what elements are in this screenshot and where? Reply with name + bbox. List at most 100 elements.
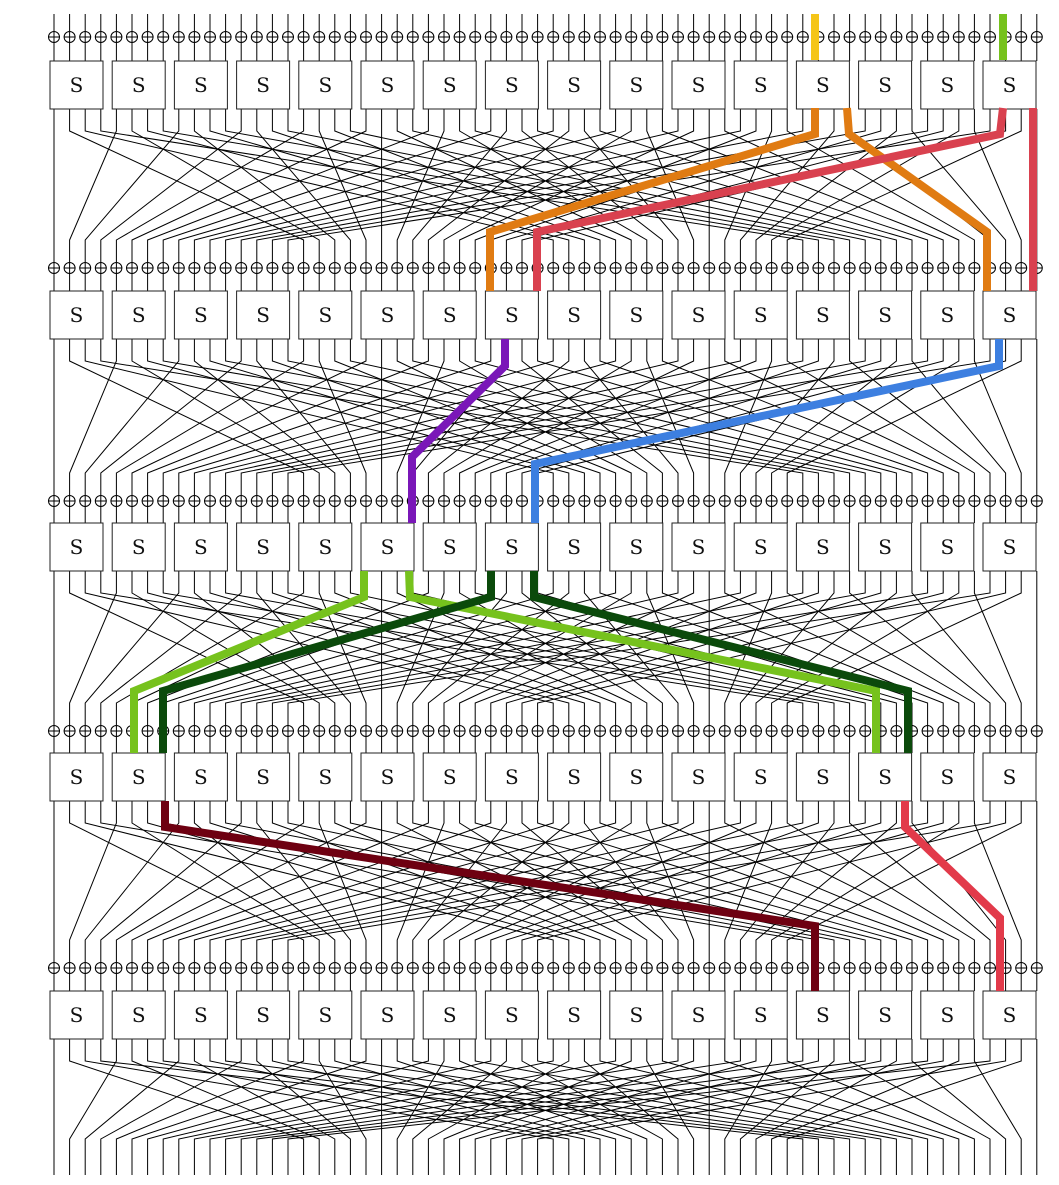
permutation-wire [147,571,570,725]
sbox-label: S [194,1003,208,1027]
permutation-wire [69,109,305,262]
permutation-wire [84,801,554,962]
permutation-wire [459,339,695,495]
sbox [547,290,602,340]
sbox [360,290,415,340]
permutation-wire [412,571,507,725]
permutation-wire [849,571,991,725]
permutation-wire [521,339,663,495]
permutation-wire [225,1039,741,1175]
permutation-wire [427,1039,570,1175]
permutation-wire [334,1039,617,1175]
permutation-wire [911,109,1007,262]
permutation-wire [474,801,757,962]
permutation-wire [69,1039,117,1175]
sbox-label: S [940,535,954,559]
permutation-wire [69,571,305,725]
permutation-wire [474,571,757,725]
permutation-wire [100,1039,804,1175]
permutation-wire [412,1039,507,1175]
trail-path [530,571,912,753]
sbox-label: S [940,1003,954,1027]
sbox [920,60,975,110]
sbox-label: S [256,303,270,327]
permutation-wire [318,339,367,495]
sbox-label: S [194,303,208,327]
sbox-label: S [567,73,581,97]
sbox [173,290,228,340]
permutation-wire [240,571,804,725]
permutation-wire [911,571,1007,725]
permutation-wire [396,801,445,962]
permutation-wire [521,801,944,962]
sbox [795,290,850,340]
permutation-wire [396,339,632,495]
permutation-wire [162,801,819,962]
sbox [236,752,291,802]
permutation-wire [505,1039,882,1175]
permutation-wire [193,571,617,725]
permutation-wire [69,571,117,725]
permutation-wire [225,109,835,262]
permutation-wire [287,109,851,262]
permutation-wire [412,339,882,495]
permutation-wire [209,339,585,495]
permutation-wire [459,571,695,725]
permutation-wire [209,571,679,725]
sbox-label: S [318,303,332,327]
permutation-wire [193,109,336,262]
permutation-wire [505,801,882,962]
permutation-wire [162,801,492,962]
sbox [422,522,477,572]
sbox-label: S [878,535,892,559]
sbox [484,522,539,572]
permutation-wire [271,339,929,495]
sbox [111,60,166,110]
permutation-wire [973,571,1022,725]
permutation-wire [349,339,866,495]
sbox [236,522,291,572]
permutation-wire [427,339,570,495]
sbox-label: S [505,765,519,789]
permutation-wire [786,339,1022,495]
sbox [733,752,788,802]
sbox [484,990,539,1040]
permutation-wire [474,339,897,495]
permutation-wire [318,1039,367,1175]
sbox [111,990,166,1040]
permutation-wire [209,109,585,262]
permutation-wire [84,801,180,962]
sbox-label: S [70,303,84,327]
permutation-wire [225,1039,835,1175]
sbox-layer: S S S S S S S S S S S S S S S S S S S S S S S S S S S S S S S S S S S S S S S S… [49,60,1037,1040]
sbox-label: S [443,535,457,559]
sbox [360,60,415,110]
permutation-wire [755,339,897,495]
permutation-wire [396,339,445,495]
permutation-wire [225,109,741,262]
sbox [484,60,539,110]
permutation-wire [69,801,117,962]
permutation-wire [537,801,913,962]
permutation-wire [131,339,367,495]
permutation-wire [100,109,242,262]
permutation-wire [583,1039,679,1175]
permutation-wire [739,1039,835,1175]
trail-path [901,801,1004,991]
permutation-wire [849,1039,991,1175]
permutation-wire [69,339,305,495]
permutation-wire [193,1039,617,1175]
sbox [920,522,975,572]
permutation-wire [334,801,617,962]
permutation-wire [287,571,851,725]
permutation-wire [271,109,601,262]
sbox-label: S [629,765,643,789]
permutation-wire [69,1039,305,1175]
sbox-label: S [754,1003,768,1027]
permutation-wire [209,801,679,962]
permutation-wire [786,109,975,262]
permutation-wire [755,1039,897,1175]
sbox-label: S [443,1003,457,1027]
sbox [236,290,291,340]
permutation-wire [505,571,882,725]
